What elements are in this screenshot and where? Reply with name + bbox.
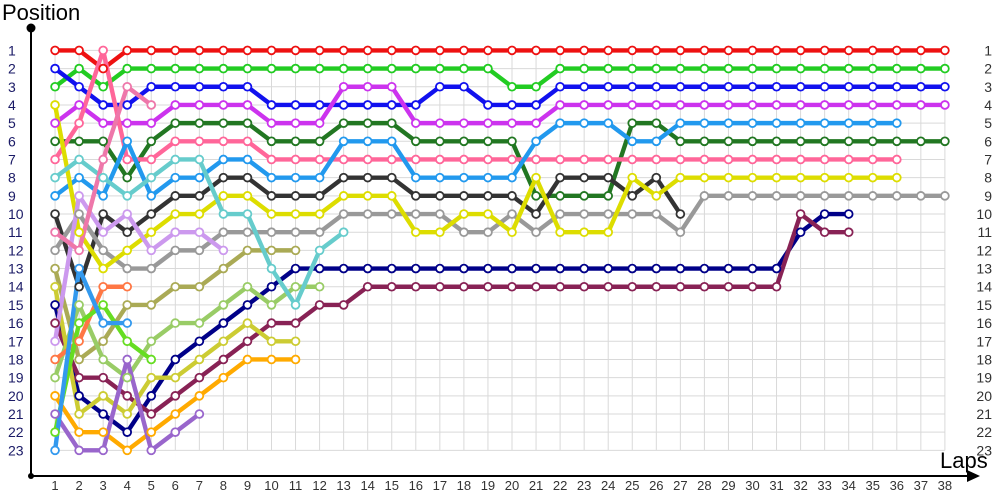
svg-text:5: 5 [8,115,16,131]
svg-text:18: 18 [8,351,24,367]
svg-text:4: 4 [8,97,16,113]
svg-text:6: 6 [8,133,16,149]
svg-text:6: 6 [984,133,992,149]
svg-text:20: 20 [976,388,992,404]
svg-text:Laps: Laps [940,448,988,473]
svg-text:18: 18 [457,478,471,493]
svg-text:8: 8 [984,170,992,186]
svg-text:22: 22 [8,424,24,440]
svg-text:21: 21 [529,478,543,493]
svg-text:14: 14 [360,478,374,493]
svg-text:11: 11 [289,478,303,493]
svg-text:32: 32 [793,478,807,493]
svg-text:12: 12 [976,242,992,258]
svg-text:17: 17 [433,478,447,493]
svg-text:23: 23 [8,442,24,458]
svg-text:10: 10 [976,206,992,222]
svg-text:1: 1 [8,42,16,58]
svg-text:Position: Position [2,0,80,25]
svg-text:22: 22 [553,478,567,493]
svg-text:15: 15 [8,297,24,313]
svg-text:7: 7 [8,151,16,167]
svg-text:4: 4 [124,478,131,493]
svg-text:30: 30 [745,478,759,493]
svg-text:9: 9 [8,188,16,204]
svg-text:22: 22 [976,424,992,440]
svg-text:3: 3 [984,79,992,95]
svg-text:12: 12 [312,478,326,493]
svg-text:36: 36 [890,478,904,493]
svg-text:9: 9 [984,188,992,204]
svg-text:24: 24 [601,478,615,493]
svg-text:21: 21 [8,406,24,422]
svg-text:1: 1 [984,42,992,58]
svg-text:7: 7 [984,151,992,167]
svg-text:5: 5 [148,478,155,493]
svg-text:34: 34 [841,478,855,493]
svg-text:20: 20 [8,388,24,404]
svg-text:37: 37 [914,478,928,493]
svg-text:19: 19 [481,478,495,493]
svg-text:11: 11 [8,224,23,240]
svg-text:11: 11 [977,224,992,240]
svg-text:13: 13 [336,478,350,493]
svg-text:16: 16 [409,478,423,493]
svg-text:33: 33 [817,478,831,493]
svg-text:15: 15 [385,478,399,493]
svg-text:12: 12 [8,242,24,258]
svg-text:4: 4 [984,97,992,113]
svg-text:1: 1 [51,478,58,493]
svg-text:7: 7 [196,478,203,493]
svg-text:3: 3 [100,478,107,493]
svg-text:14: 14 [976,279,992,295]
svg-text:2: 2 [984,61,992,77]
svg-text:15: 15 [976,297,992,313]
svg-text:16: 16 [976,315,992,331]
svg-text:26: 26 [649,478,663,493]
svg-text:25: 25 [625,478,639,493]
svg-text:20: 20 [505,478,519,493]
svg-text:28: 28 [697,478,711,493]
svg-text:2: 2 [8,61,16,77]
svg-text:17: 17 [8,333,24,349]
svg-text:10: 10 [264,478,278,493]
svg-text:8: 8 [8,170,16,186]
svg-text:16: 16 [8,315,24,331]
svg-text:14: 14 [8,279,24,295]
svg-text:13: 13 [8,261,24,277]
svg-text:18: 18 [976,351,992,367]
svg-text:31: 31 [769,478,783,493]
svg-text:19: 19 [976,370,992,386]
svg-text:35: 35 [866,478,880,493]
svg-text:2: 2 [75,478,82,493]
svg-text:23: 23 [577,478,591,493]
svg-text:5: 5 [984,115,992,131]
svg-text:6: 6 [172,478,179,493]
svg-text:17: 17 [976,333,992,349]
svg-text:29: 29 [721,478,735,493]
svg-text:21: 21 [976,406,992,422]
svg-text:3: 3 [8,79,16,95]
svg-text:27: 27 [673,478,687,493]
svg-text:8: 8 [220,478,227,493]
svg-text:10: 10 [8,206,24,222]
svg-text:19: 19 [8,370,24,386]
svg-text:38: 38 [938,478,952,493]
svg-text:13: 13 [976,261,992,277]
svg-text:9: 9 [244,478,251,493]
